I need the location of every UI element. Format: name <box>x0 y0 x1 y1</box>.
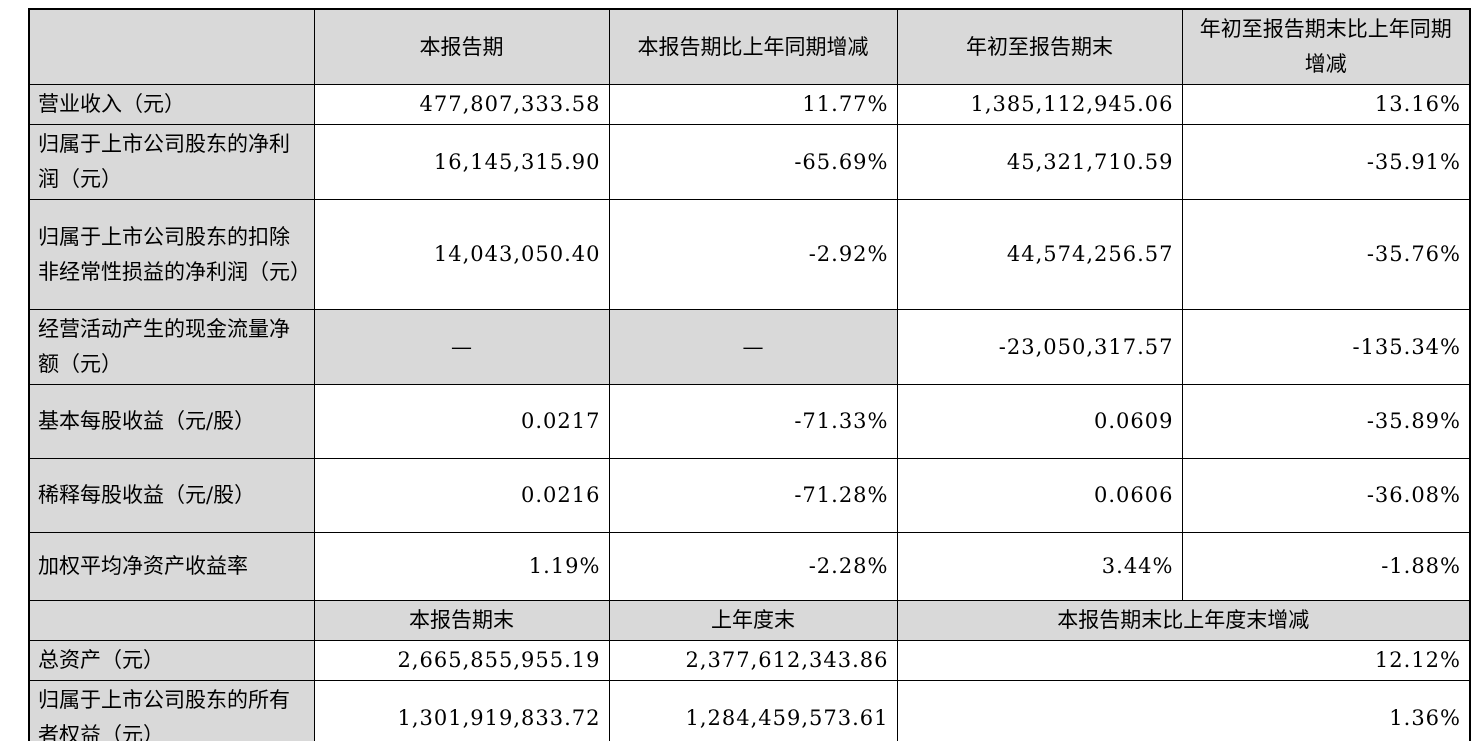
na-dash-cell: — <box>608 309 898 385</box>
value-cell: -35.89% <box>1181 384 1471 459</box>
value-cell: 0.0216 <box>313 458 610 533</box>
value-cell: -35.76% <box>1181 199 1471 310</box>
table-header-row: 本报告期 本报告期比上年同期增减 年初至报告期末 年初至报告期末比上年同期增减 <box>28 8 1471 85</box>
value-cell: 0.0609 <box>896 384 1183 459</box>
value-cell: 3.44% <box>896 532 1183 601</box>
value-cell: 477,807,333.58 <box>313 84 610 125</box>
value-cell: -65.69% <box>608 124 898 200</box>
subheader-prior-year-end-cell: 上年度末 <box>608 600 898 641</box>
value-cell: -1.88% <box>1181 532 1471 601</box>
value-cell: 1,284,459,573.61 <box>608 680 898 741</box>
value-cell: -135.34% <box>1181 309 1471 385</box>
table-row-basic-eps: 基本每股收益（元/股） 0.0217 -71.33% 0.0609 -35.89… <box>28 384 1471 459</box>
value-cell: -36.08% <box>1181 458 1471 533</box>
subheader-change-cell: 本报告期末比上年度末增减 <box>896 600 1471 641</box>
value-cell: 13.16% <box>1181 84 1471 125</box>
value-cell: 44,574,256.57 <box>896 199 1183 310</box>
subheader-indicator-cell <box>28 600 315 641</box>
change-value-cell: 1.36% <box>896 680 1471 741</box>
value-cell: 2,377,612,343.86 <box>608 640 898 681</box>
value-cell: 1.19% <box>313 532 610 601</box>
header-indicator-cell <box>28 8 315 85</box>
metric-label-cell: 归属于上市公司股东的扣除非经常性损益的净利润（元） <box>28 199 315 310</box>
table-row-total-assets: 总资产（元） 2,665,855,955.19 2,377,612,343.86… <box>28 640 1471 681</box>
header-ytd-cell: 年初至报告期末 <box>896 8 1183 85</box>
value-cell: 2,665,855,955.19 <box>313 640 610 681</box>
metric-label-cell: 归属于上市公司股东的所有者权益（元） <box>28 680 315 741</box>
header-current-period-yoy-cell: 本报告期比上年同期增减 <box>608 8 898 85</box>
na-dash-cell: — <box>313 309 610 385</box>
financial-summary-table: 本报告期 本报告期比上年同期增减 年初至报告期末 年初至报告期末比上年同期增减 … <box>28 8 1471 741</box>
value-cell: -2.92% <box>608 199 898 310</box>
metric-label-cell: 营业收入（元） <box>28 84 315 125</box>
value-cell: -2.28% <box>608 532 898 601</box>
metric-label-cell: 加权平均净资产收益率 <box>28 532 315 601</box>
subheader-period-end-cell: 本报告期末 <box>313 600 610 641</box>
change-value-cell: 12.12% <box>896 640 1471 681</box>
value-cell: -23,050,317.57 <box>896 309 1183 385</box>
value-cell: -71.28% <box>608 458 898 533</box>
table-subheader-row: 本报告期末 上年度末 本报告期末比上年度末增减 <box>28 600 1471 641</box>
table-row-revenue: 营业收入（元） 477,807,333.58 11.77% 1,385,112,… <box>28 84 1471 125</box>
value-cell: 14,043,050.40 <box>313 199 610 310</box>
table-row-equity: 归属于上市公司股东的所有者权益（元） 1,301,919,833.72 1,28… <box>28 680 1471 741</box>
value-cell: 11.77% <box>608 84 898 125</box>
value-cell: -35.91% <box>1181 124 1471 200</box>
value-cell: -71.33% <box>608 384 898 459</box>
header-current-period-cell: 本报告期 <box>313 8 610 85</box>
metric-label-cell: 经营活动产生的现金流量净额（元） <box>28 309 315 385</box>
header-ytd-yoy-cell: 年初至报告期末比上年同期增减 <box>1181 8 1471 85</box>
value-cell: 0.0606 <box>896 458 1183 533</box>
table-row-net-profit-excl-nonrecurring: 归属于上市公司股东的扣除非经常性损益的净利润（元） 14,043,050.40 … <box>28 199 1471 310</box>
value-cell: 1,385,112,945.06 <box>896 84 1183 125</box>
value-cell: 16,145,315.90 <box>313 124 610 200</box>
metric-label-cell: 总资产（元） <box>28 640 315 681</box>
metric-label-cell: 基本每股收益（元/股） <box>28 384 315 459</box>
value-cell: 1,301,919,833.72 <box>313 680 610 741</box>
metric-label-cell: 稀释每股收益（元/股） <box>28 458 315 533</box>
value-cell: 0.0217 <box>313 384 610 459</box>
table-row-operating-cash-flow: 经营活动产生的现金流量净额（元） — — -23,050,317.57 -135… <box>28 309 1471 385</box>
value-cell: 45,321,710.59 <box>896 124 1183 200</box>
metric-label-cell: 归属于上市公司股东的净利润（元） <box>28 124 315 200</box>
table-row-weighted-avg-roe: 加权平均净资产收益率 1.19% -2.28% 3.44% -1.88% <box>28 532 1471 601</box>
table-row-diluted-eps: 稀释每股收益（元/股） 0.0216 -71.28% 0.0606 -36.08… <box>28 458 1471 533</box>
table-row-net-profit: 归属于上市公司股东的净利润（元） 16,145,315.90 -65.69% 4… <box>28 124 1471 200</box>
